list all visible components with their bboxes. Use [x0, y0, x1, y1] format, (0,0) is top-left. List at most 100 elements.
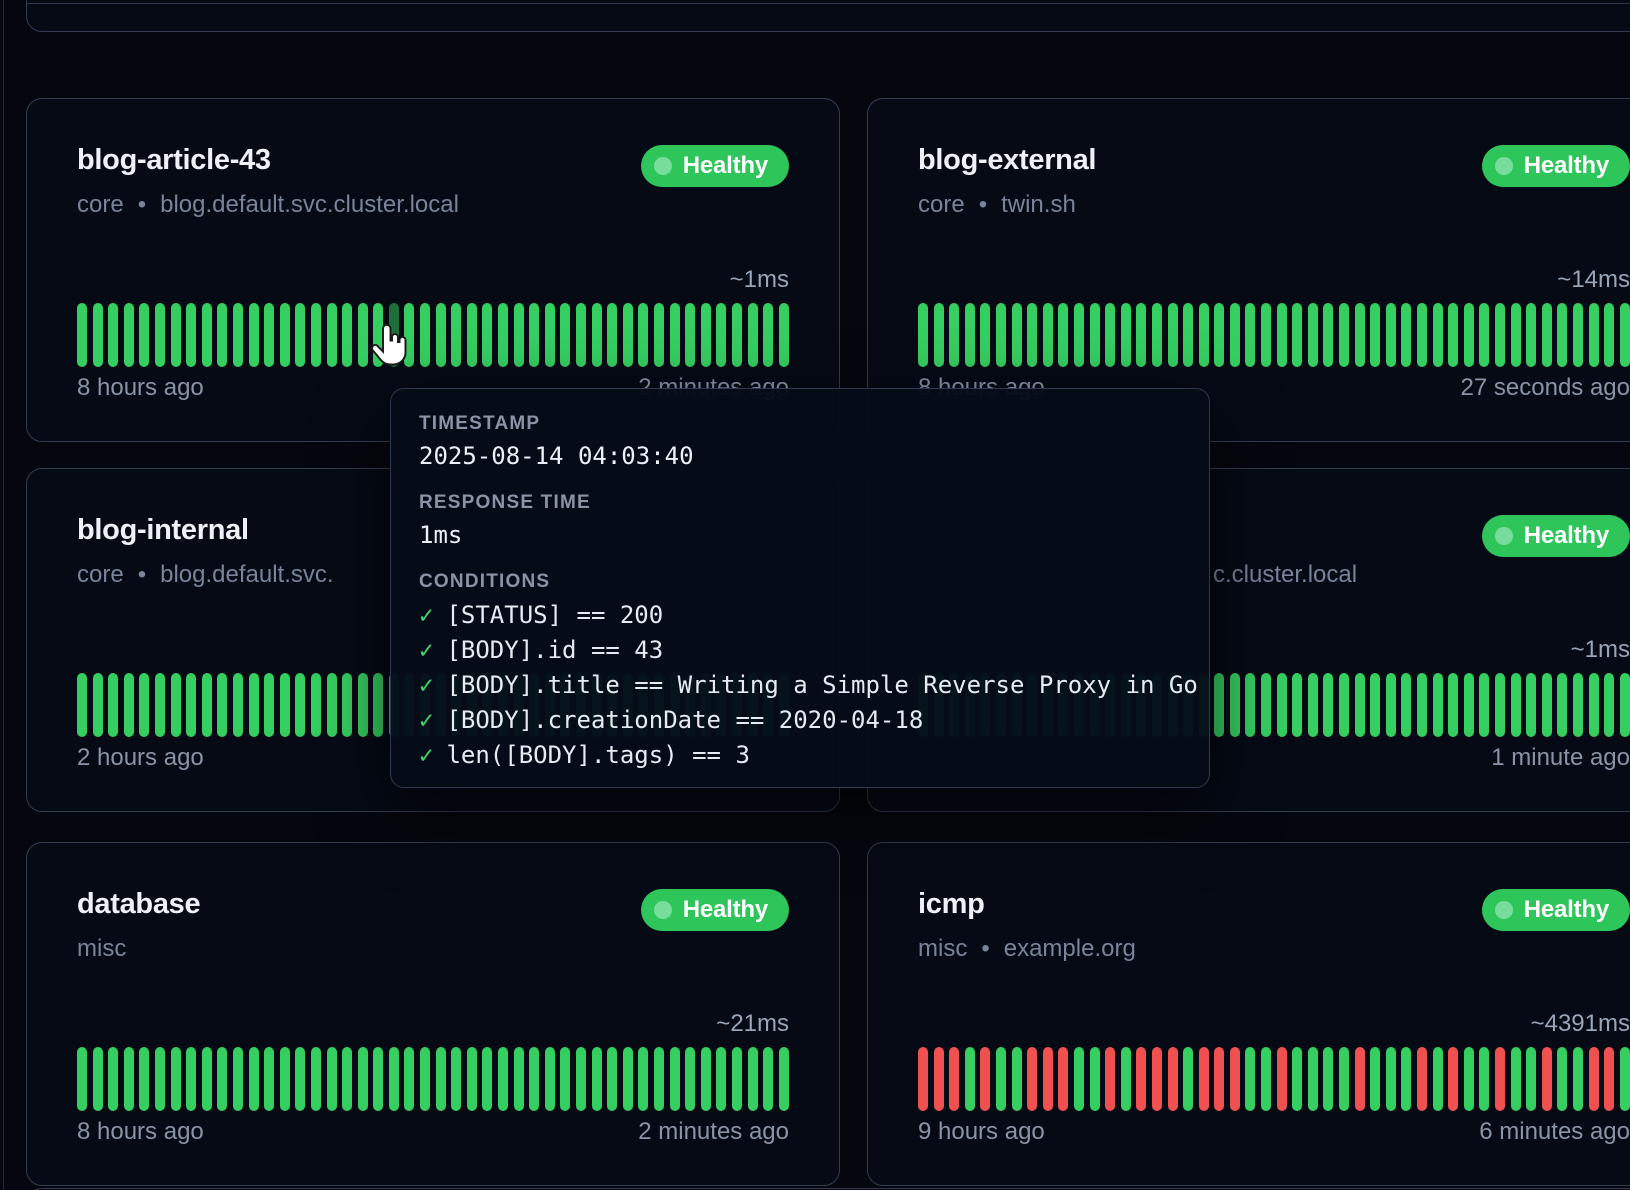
status-bar[interactable]: [1245, 673, 1255, 737]
status-bar[interactable]: [1261, 673, 1271, 737]
status-bar[interactable]: [1511, 303, 1521, 367]
status-bar[interactable]: [748, 303, 758, 367]
status-bar[interactable]: [1542, 673, 1552, 737]
status-bar[interactable]: [1355, 303, 1365, 367]
status-bar[interactable]: [1542, 303, 1552, 367]
status-bar[interactable]: [1105, 1047, 1115, 1111]
status-bar[interactable]: [1401, 1047, 1411, 1111]
status-bar[interactable]: [1433, 303, 1443, 367]
status-bar[interactable]: [233, 303, 243, 367]
status-bar[interactable]: [1277, 1047, 1287, 1111]
status-bar[interactable]: [623, 1047, 633, 1111]
status-bar[interactable]: [1479, 303, 1489, 367]
status-bar[interactable]: [654, 303, 664, 367]
status-bar[interactable]: [1043, 1047, 1053, 1111]
status-bar[interactable]: [670, 1047, 680, 1111]
status-bar[interactable]: [498, 303, 508, 367]
status-bar[interactable]: [1589, 673, 1599, 737]
status-bar[interactable]: [1589, 1047, 1599, 1111]
status-bar[interactable]: [918, 303, 928, 367]
status-bar[interactable]: [155, 673, 165, 737]
endpoint-card[interactable]: database misc Healthy ~21ms 8 hours ago …: [26, 842, 840, 1186]
status-bar[interactable]: [155, 1047, 165, 1111]
status-bar[interactable]: [996, 303, 1006, 367]
status-bar[interactable]: [1339, 673, 1349, 737]
status-bar[interactable]: [1401, 673, 1411, 737]
status-bar[interactable]: [1090, 303, 1100, 367]
status-bar[interactable]: [77, 1047, 87, 1111]
status-bar[interactable]: [1292, 673, 1302, 737]
status-bar[interactable]: [1401, 303, 1411, 367]
status-bar[interactable]: [732, 1047, 742, 1111]
status-bar[interactable]: [93, 673, 103, 737]
status-bar[interactable]: [779, 303, 789, 367]
status-bar[interactable]: [529, 1047, 539, 1111]
status-bar[interactable]: [1495, 1047, 1505, 1111]
status-bar[interactable]: [186, 673, 196, 737]
status-bar[interactable]: [1448, 1047, 1458, 1111]
status-bar[interactable]: [576, 303, 586, 367]
status-bar[interactable]: [1199, 303, 1209, 367]
status-bar[interactable]: [1464, 1047, 1474, 1111]
status-bar[interactable]: [295, 303, 305, 367]
status-bar[interactable]: [311, 1047, 321, 1111]
status-bar[interactable]: [124, 303, 134, 367]
status-bar[interactable]: [1292, 1047, 1302, 1111]
status-bar[interactable]: [451, 303, 461, 367]
status-bar[interactable]: [654, 1047, 664, 1111]
status-bar[interactable]: [1027, 1047, 1037, 1111]
status-bar[interactable]: [949, 1047, 959, 1111]
status-bar[interactable]: [1292, 303, 1302, 367]
status-bar[interactable]: [1323, 673, 1333, 737]
status-bar[interactable]: [514, 1047, 524, 1111]
status-bar[interactable]: [280, 303, 290, 367]
status-bar[interactable]: [280, 1047, 290, 1111]
status-bar[interactable]: [436, 1047, 446, 1111]
status-bar[interactable]: [233, 673, 243, 737]
status-bar[interactable]: [1464, 303, 1474, 367]
status-bar[interactable]: [996, 1047, 1006, 1111]
status-bar[interactable]: [155, 303, 165, 367]
status-bar[interactable]: [1433, 673, 1443, 737]
status-bar[interactable]: [685, 1047, 695, 1111]
status-bar[interactable]: [295, 1047, 305, 1111]
status-bar[interactable]: [171, 303, 181, 367]
status-bar[interactable]: [1323, 1047, 1333, 1111]
status-bar[interactable]: [1058, 303, 1068, 367]
status-bar[interactable]: [77, 303, 87, 367]
status-bar[interactable]: [1370, 1047, 1380, 1111]
status-bar[interactable]: [451, 1047, 461, 1111]
status-bar[interactable]: [1620, 673, 1630, 737]
status-bar[interactable]: [1573, 1047, 1583, 1111]
status-bar[interactable]: [1012, 1047, 1022, 1111]
status-bar[interactable]: [1043, 303, 1053, 367]
status-bar[interactable]: [467, 303, 477, 367]
status-bar[interactable]: [1245, 1047, 1255, 1111]
status-bar[interactable]: [1620, 1047, 1630, 1111]
status-bar[interactable]: [311, 303, 321, 367]
status-bar[interactable]: [763, 303, 773, 367]
status-bar[interactable]: [482, 1047, 492, 1111]
status-bar[interactable]: [217, 1047, 227, 1111]
status-bar[interactable]: [1604, 303, 1614, 367]
endpoint-card[interactable]: icmp misc•example.org Healthy ~4391ms 9 …: [867, 842, 1630, 1186]
status-bar[interactable]: [732, 303, 742, 367]
status-bar[interactable]: [249, 303, 259, 367]
status-bar[interactable]: [1214, 303, 1224, 367]
status-bar[interactable]: [1511, 1047, 1521, 1111]
status-bar[interactable]: [545, 303, 555, 367]
status-bar[interactable]: [1417, 303, 1427, 367]
status-bar[interactable]: [1214, 673, 1224, 737]
status-bar[interactable]: [1573, 303, 1583, 367]
status-bar[interactable]: [1417, 1047, 1427, 1111]
status-bar[interactable]: [1074, 303, 1084, 367]
status-bar[interactable]: [1136, 303, 1146, 367]
status-bar[interactable]: [1105, 303, 1115, 367]
status-bar[interactable]: [249, 673, 259, 737]
status-bar[interactable]: [1245, 303, 1255, 367]
status-bar[interactable]: [1323, 303, 1333, 367]
status-bar[interactable]: [1199, 1047, 1209, 1111]
status-bar[interactable]: [264, 1047, 274, 1111]
status-bar[interactable]: [342, 303, 352, 367]
status-bar[interactable]: [327, 303, 337, 367]
